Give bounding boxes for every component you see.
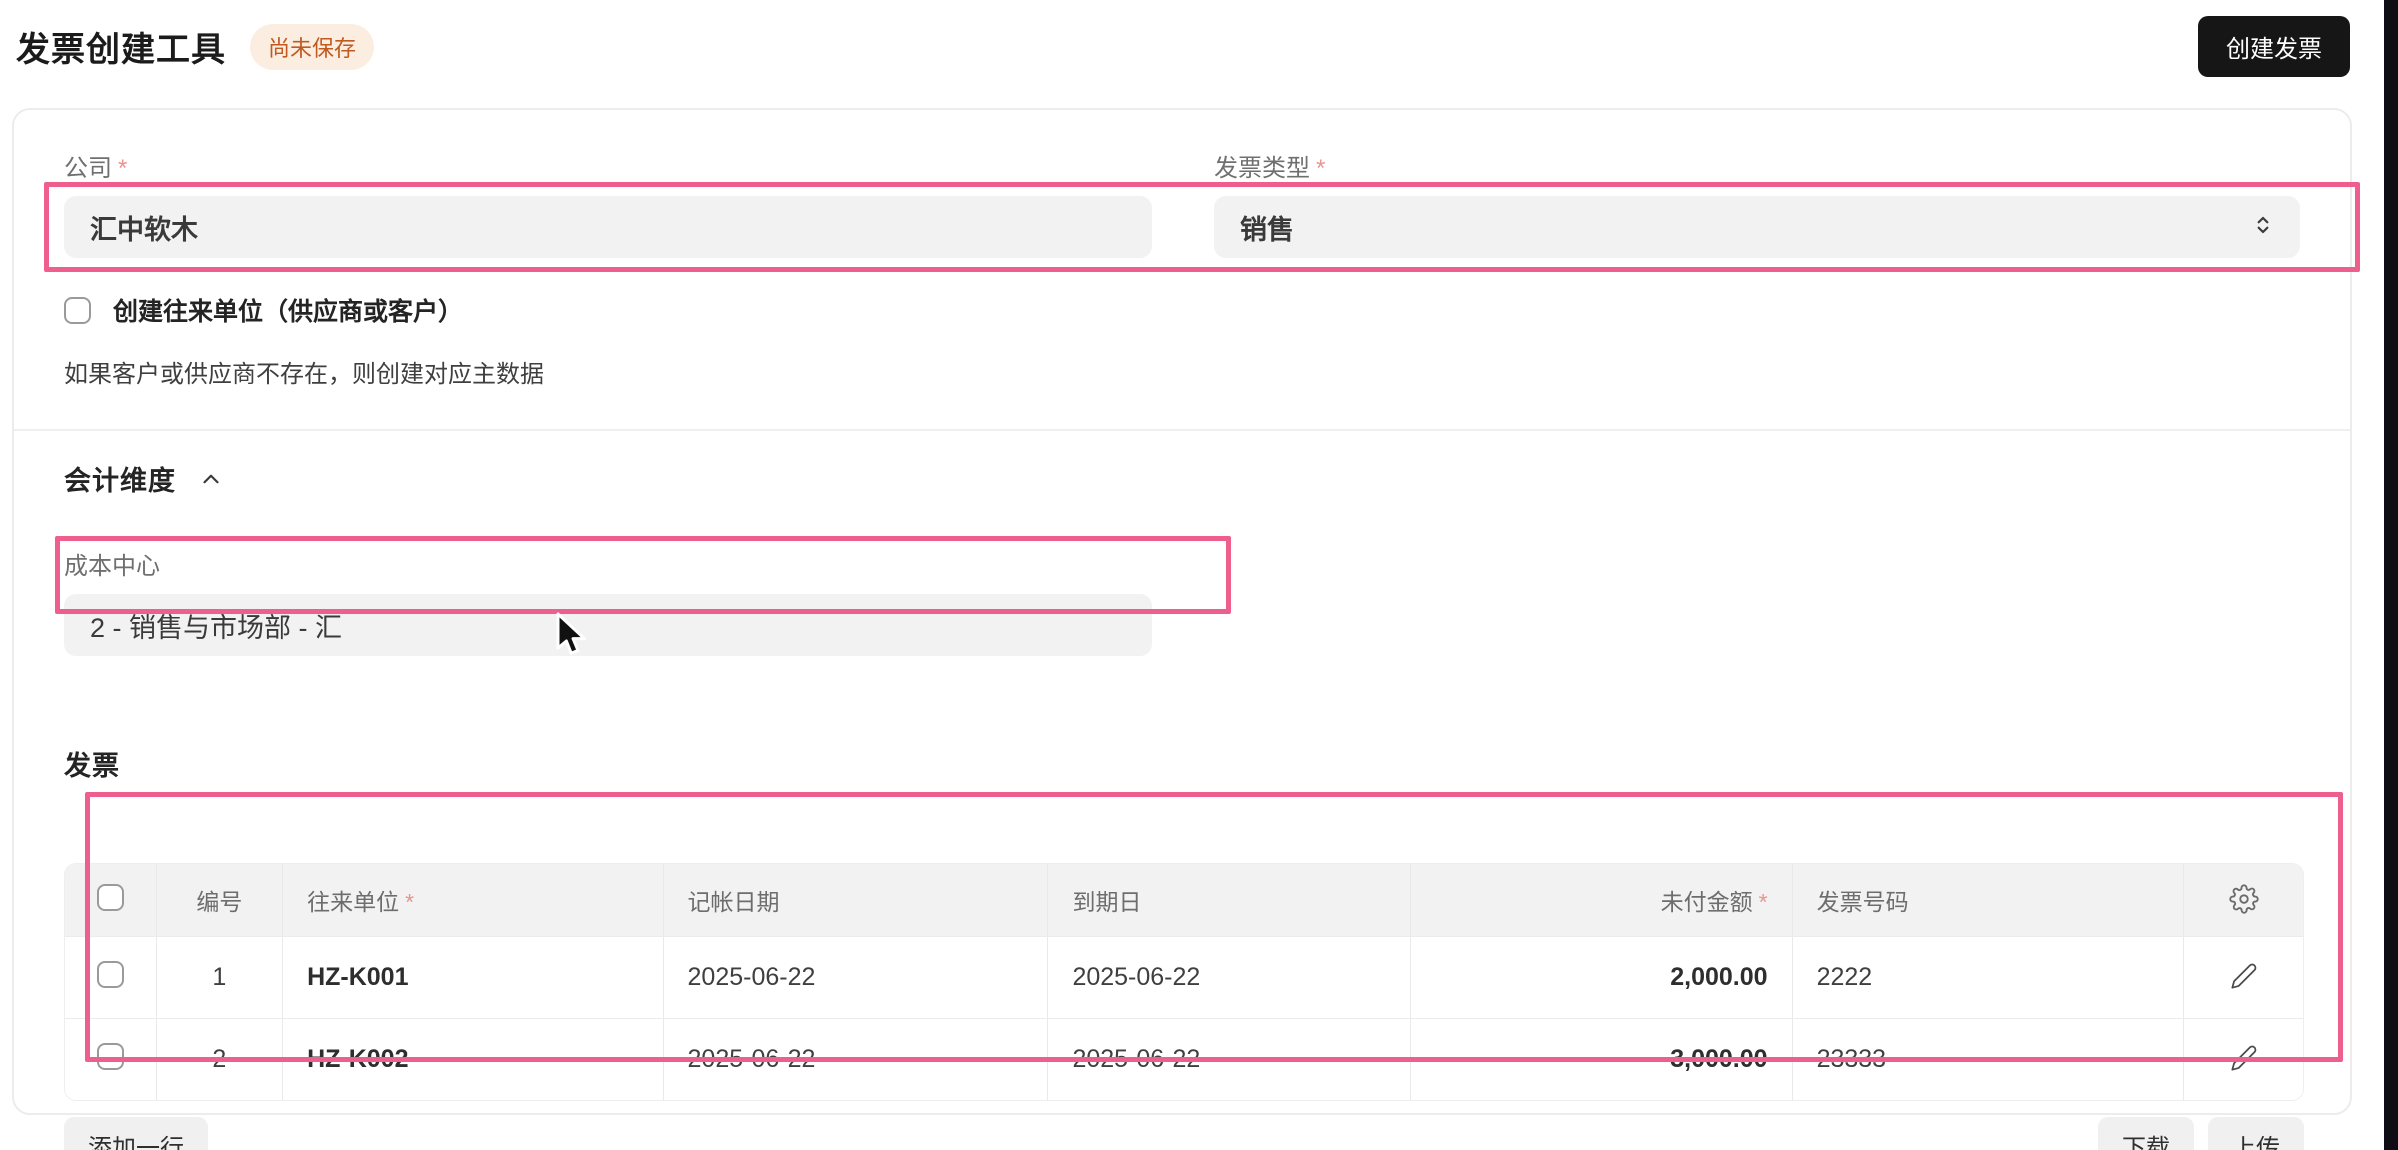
table-settings-button[interactable] [2225,880,2263,918]
col-invoice-no: 发票号码 [1791,864,2184,936]
col-posting-date: 记帐日期 [662,864,1048,936]
row-due-date[interactable]: 2025-06-22 [1047,1018,1410,1100]
row-checkbox[interactable] [96,1042,124,1070]
row-posting-date[interactable]: 2025-06-22 [662,1018,1048,1100]
add-row-button[interactable]: 添加一行 [64,1117,208,1150]
invoices-table: 编号 往来单位 * 记帐日期 到期日 未付金额 * 发票号码 [64,863,2304,1101]
table-row: 1 HZ-K001 2025-06-22 2025-06-22 2,000.00… [65,936,2303,1018]
edit-row-button[interactable] [2226,1040,2262,1076]
company-field-group: 公司 * [64,148,1152,258]
row-checkbox[interactable] [96,960,124,988]
create-party-row: 创建往来单位（供应商或客户） [64,292,2300,328]
pencil-icon [2231,1045,2256,1071]
chevron-up-icon[interactable] [198,466,224,492]
select-all-cell [65,864,156,936]
row-no: 1 [155,936,283,1018]
col-party: 往来单位 * [282,864,663,936]
download-button[interactable]: 下载 [2098,1117,2194,1150]
footer-spacer [208,1117,2098,1150]
accounting-dimensions-section-header[interactable]: 会计维度 [64,459,2300,498]
row-posting-date[interactable]: 2025-06-22 [662,936,1048,1018]
required-asterisk: * [1758,889,1768,915]
invoices-section-title: 发票 [64,751,120,781]
create-invoice-button[interactable]: 创建发票 [2198,16,2350,77]
company-type-row: 公司* 发票类型* 销售 [64,148,2300,258]
upload-button[interactable]: 上传 [2208,1117,2304,1150]
invoice-type-field-group: 发票类型 * 销售 [1214,148,2300,258]
row-due-date[interactable]: 2025-06-22 [1047,936,1410,1018]
row-select-cell [65,936,156,1018]
select-chevrons-icon [2250,212,2276,243]
invoice-type-select[interactable]: 销售 [1214,196,2300,258]
table-row: 2 HZ-K002 2025-06-22 2025-06-22 3,000.00… [65,1018,2303,1100]
status-badge: 尚未保存 [250,23,375,70]
right-edge-strip [2384,0,2398,1150]
form-card: 公司* 发票类型* 销售 创建往来单位（供应商或客户） 如果客户或 [12,108,2352,1150]
row-invoice-no[interactable]: 2222 [1791,936,2184,1018]
create-party-helper-text: 如果客户或供应商不存在，则创建对应主数据 [64,361,544,388]
gear-icon [2228,884,2259,914]
row-outstanding[interactable]: 2,000.00 [1409,936,1792,1018]
page-header: 发票创建工具 尚未保存 创建发票 [0,0,2398,77]
col-outstanding: 未付金额 * [1409,864,1792,936]
company-label: 公司 * [64,155,128,182]
col-no: 编号 [155,864,283,936]
cost-center-label: 成本中心 [64,553,160,580]
row-party[interactable]: HZ-K002 [282,1018,663,1100]
company-input[interactable] [64,196,1152,258]
create-party-label[interactable]: 创建往来单位（供应商或客户） [113,298,464,326]
invoice-type-value: 销售 [1240,214,1294,245]
table-header-row: 编号 往来单位 * 记帐日期 到期日 未付金额 * 发票号码 [65,864,2303,936]
edit-row-button[interactable] [2226,958,2262,994]
table-footer: 添加一行 下载 上传 [64,1117,2304,1150]
page-title: 发票创建工具 [16,31,226,69]
required-asterisk: * [118,155,128,182]
row-party[interactable]: HZ-K001 [282,936,663,1018]
row-select-cell [65,1018,156,1100]
required-asterisk: * [1316,155,1326,182]
col-due-date: 到期日 [1047,864,1410,936]
row-edit-cell [2183,936,2303,1018]
row-no: 2 [155,1018,283,1100]
cost-center-input[interactable] [64,594,1152,656]
section-divider [14,429,2350,431]
col-settings [2183,864,2303,936]
invoice-type-label: 发票类型 * [1214,155,1326,182]
pencil-icon [2231,963,2256,989]
select-all-checkbox[interactable] [96,883,124,911]
accounting-dimensions-title: 会计维度 [64,466,176,496]
row-edit-cell [2183,1018,2303,1100]
row-outstanding[interactable]: 3,000.00 [1409,1018,1792,1100]
required-asterisk: * [405,889,415,915]
create-party-checkbox[interactable] [64,296,91,324]
row-invoice-no[interactable]: 23333 [1791,1018,2184,1100]
